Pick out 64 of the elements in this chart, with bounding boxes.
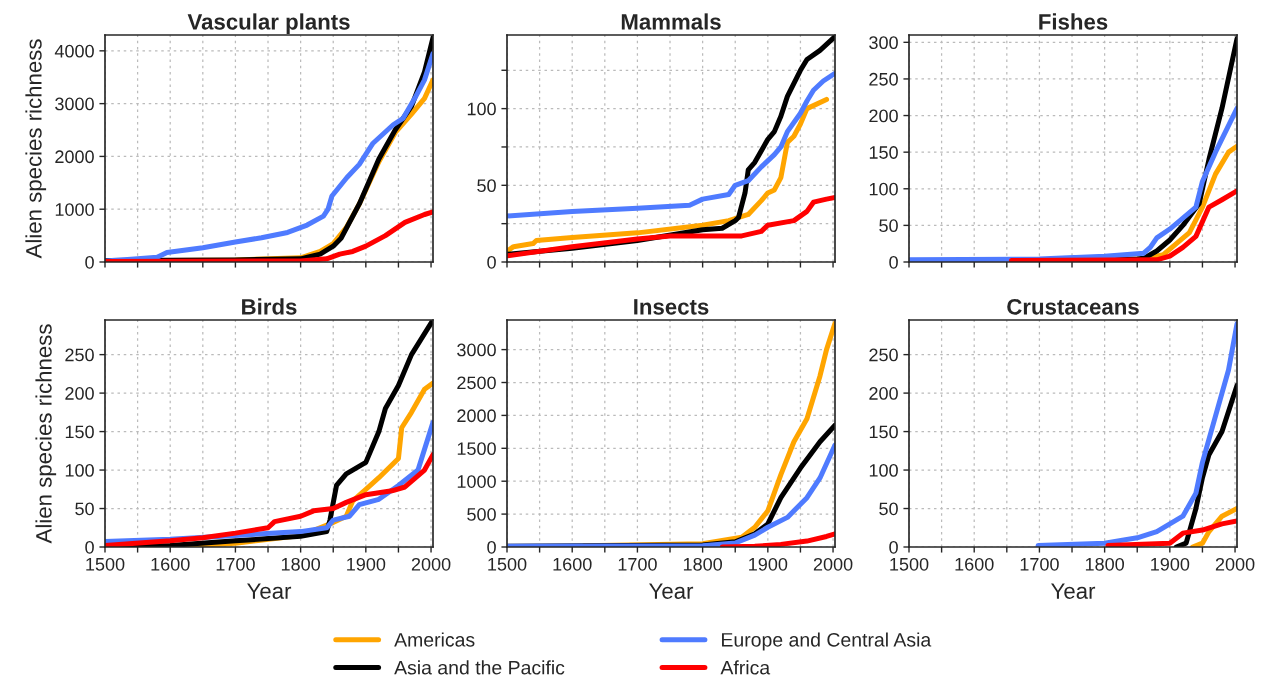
legend-label: Asia and the Pacific bbox=[394, 660, 565, 675]
y-tick-label: 0 bbox=[487, 255, 496, 269]
y-tick-label: 50 bbox=[75, 502, 94, 516]
y-tick-label: 500 bbox=[467, 508, 496, 521]
y-tick-label: 0 bbox=[85, 255, 94, 269]
y-tick-label: 4000 bbox=[54, 44, 94, 58]
x-tick-label: 1800 bbox=[281, 557, 321, 571]
x-tick-label: 1600 bbox=[553, 557, 592, 571]
x-tick-label: 2000 bbox=[411, 557, 451, 571]
y-axis-title: Alien species richness bbox=[25, 39, 47, 259]
x-tick-label: 1800 bbox=[683, 557, 723, 571]
y-tick-label: 50 bbox=[879, 219, 898, 233]
y-tick-label: 0 bbox=[889, 540, 898, 554]
y-tick-label: 250 bbox=[869, 72, 898, 86]
y-axis-title: Alien species richness bbox=[35, 324, 57, 544]
y-tick-label: 2000 bbox=[55, 150, 94, 164]
legend-label: Africa bbox=[720, 660, 771, 675]
x-tick-label: 1900 bbox=[1151, 557, 1190, 571]
chart-title: Insects bbox=[634, 299, 709, 315]
legend-label: Americas bbox=[394, 632, 475, 647]
y-tick-label: 200 bbox=[65, 387, 94, 400]
y-tick-label: 3000 bbox=[55, 97, 94, 111]
x-tick-label: 1600 bbox=[955, 557, 994, 571]
y-tick-label: 2500 bbox=[457, 376, 496, 390]
y-tick-label: 0 bbox=[487, 540, 496, 554]
x-axis-title: Year bbox=[1051, 583, 1096, 599]
y-tick-label: 1000 bbox=[457, 475, 496, 488]
y-tick-label: 200 bbox=[869, 109, 898, 123]
x-tick-label: 1900 bbox=[347, 557, 386, 571]
y-tick-label: 50 bbox=[879, 502, 898, 516]
chart-title: Mammals bbox=[621, 13, 721, 30]
x-tick-label: 1700 bbox=[216, 557, 255, 571]
chart-title: Vascular plants bbox=[187, 13, 350, 35]
x-tick-label: 1900 bbox=[749, 557, 788, 571]
y-tick-label: 1000 bbox=[55, 203, 94, 216]
y-tick-label: 250 bbox=[869, 348, 898, 362]
y-tick-label: 0 bbox=[889, 255, 898, 269]
x-axis-title: Year bbox=[649, 583, 694, 599]
y-tick-label: 300 bbox=[869, 36, 898, 50]
y-tick-label: 3000 bbox=[457, 343, 496, 357]
x-tick-label: 1700 bbox=[618, 557, 657, 571]
chart-title: Fishes bbox=[1039, 13, 1108, 30]
y-tick-label: 150 bbox=[869, 425, 898, 439]
chart-title: Crustaceans bbox=[1007, 298, 1139, 315]
y-tick-label: 100 bbox=[869, 182, 898, 196]
x-tick-label: 1600 bbox=[151, 557, 190, 571]
y-tick-label: 150 bbox=[65, 425, 94, 439]
y-tick-label: 2000 bbox=[457, 409, 496, 423]
y-tick-label: 100 bbox=[869, 463, 898, 477]
y-tick-label: 50 bbox=[477, 179, 496, 193]
y-tick-label: 1500 bbox=[457, 442, 496, 456]
y-tick-label: 200 bbox=[869, 387, 898, 400]
x-axis-title: Year bbox=[247, 583, 292, 599]
x-tick-label: 2000 bbox=[1215, 557, 1255, 571]
x-tick-label: 2000 bbox=[813, 557, 853, 571]
x-tick-label: 1800 bbox=[1085, 557, 1125, 571]
legend-label: Europe and Central Asia bbox=[722, 632, 932, 651]
chart-title: Birds bbox=[242, 298, 297, 315]
y-tick-label: 100 bbox=[467, 102, 496, 116]
y-tick-label: 150 bbox=[869, 146, 898, 159]
x-tick-label: 1700 bbox=[1020, 557, 1059, 571]
y-tick-label: 0 bbox=[85, 540, 94, 554]
y-tick-label: 250 bbox=[65, 348, 94, 362]
y-tick-label: 100 bbox=[65, 463, 94, 477]
